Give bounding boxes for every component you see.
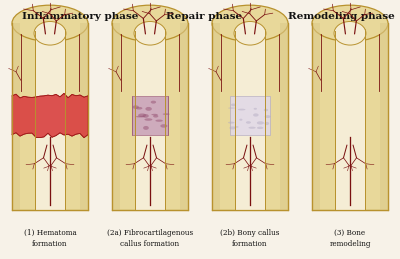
Ellipse shape [231,104,236,106]
Ellipse shape [143,126,149,130]
Ellipse shape [153,115,158,118]
Bar [335,29,365,210]
Ellipse shape [334,21,366,45]
Polygon shape [12,93,88,138]
Ellipse shape [212,5,288,41]
Ellipse shape [145,107,152,111]
Text: (3) Bone
remodeling: (3) Bone remodeling [329,229,371,248]
Bar [112,23,188,210]
Bar [12,23,20,210]
Ellipse shape [246,121,251,124]
Ellipse shape [257,127,264,129]
Ellipse shape [248,127,256,129]
Text: Remodeling phase: Remodeling phase [288,12,395,21]
Ellipse shape [112,5,188,41]
Ellipse shape [34,21,66,45]
Ellipse shape [136,107,142,110]
Ellipse shape [134,21,166,45]
Ellipse shape [151,114,158,115]
Bar [212,23,288,210]
Text: (1) Hematoma
formation: (1) Hematoma formation [24,229,76,248]
Bar [230,96,270,135]
Ellipse shape [257,121,264,125]
Ellipse shape [234,126,239,128]
Bar [35,29,65,210]
Bar [112,23,120,210]
Ellipse shape [239,119,242,121]
Ellipse shape [238,109,246,110]
Text: Repair phase: Repair phase [166,12,242,21]
Ellipse shape [264,109,268,111]
Ellipse shape [264,122,269,125]
Ellipse shape [132,105,139,109]
Ellipse shape [144,118,152,121]
Bar [312,23,320,210]
Bar [212,23,220,210]
Ellipse shape [229,126,236,130]
Ellipse shape [163,113,170,115]
Bar [80,23,88,210]
Ellipse shape [136,116,145,118]
Bar [380,23,388,210]
Bar [132,96,168,135]
Ellipse shape [160,124,168,128]
Ellipse shape [254,108,257,110]
Bar [312,23,388,210]
Ellipse shape [151,101,156,104]
Ellipse shape [253,113,259,117]
Bar [235,29,265,210]
Ellipse shape [228,122,234,124]
Ellipse shape [265,115,271,118]
Ellipse shape [12,5,88,41]
Ellipse shape [228,107,235,109]
Bar [180,23,188,210]
Ellipse shape [138,113,146,117]
Bar [135,29,165,210]
Ellipse shape [142,114,149,118]
Bar [280,23,288,210]
Text: (2a) Fibrocartilagenous
callus formation: (2a) Fibrocartilagenous callus formation [107,229,193,248]
Text: Inflammatory phase: Inflammatory phase [22,12,138,21]
Text: (2b) Bony callus
formation: (2b) Bony callus formation [220,229,280,248]
Ellipse shape [234,21,266,45]
Ellipse shape [155,120,163,122]
Bar [12,23,88,210]
Ellipse shape [312,5,388,41]
